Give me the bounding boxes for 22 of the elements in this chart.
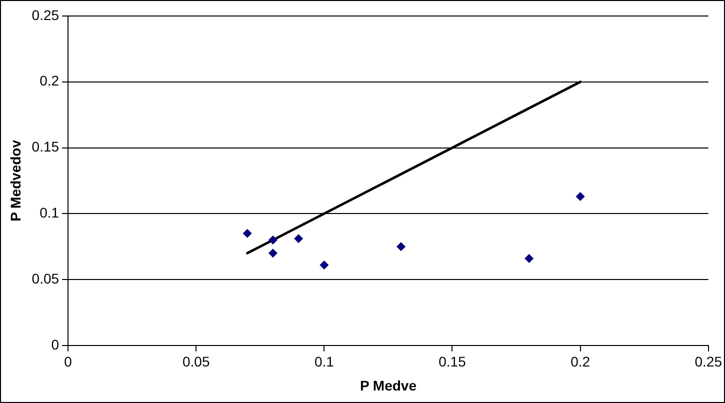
point — [268, 235, 278, 244]
point — [242, 228, 252, 238]
y-tick-label: 0.25 — [32, 6, 60, 23]
y-tick-label: 0.1 — [40, 204, 60, 220]
point — [524, 254, 534, 263]
point — [396, 242, 406, 252]
point — [576, 192, 585, 202]
y-tick-label: 0.2 — [40, 72, 60, 89]
x-tick-label: 0.25 — [694, 354, 722, 370]
x-axis-title: P Medve — [360, 377, 417, 394]
point — [268, 248, 278, 258]
x-tick-label: 0.1 — [314, 354, 334, 370]
x-tick-label: 0.2 — [570, 354, 590, 370]
point — [294, 234, 304, 244]
y-tick-label: 0.05 — [32, 270, 60, 286]
x-tick-label: 0.15 — [438, 354, 466, 370]
x-tick-label: 0.05 — [182, 354, 210, 370]
y-tick-label: 0 — [51, 336, 60, 352]
point — [320, 260, 329, 270]
y-axis-title: P Medvedov — [7, 140, 24, 222]
y-tick-label: 0.15 — [32, 138, 60, 155]
x-tick-label: 0 — [64, 354, 72, 370]
